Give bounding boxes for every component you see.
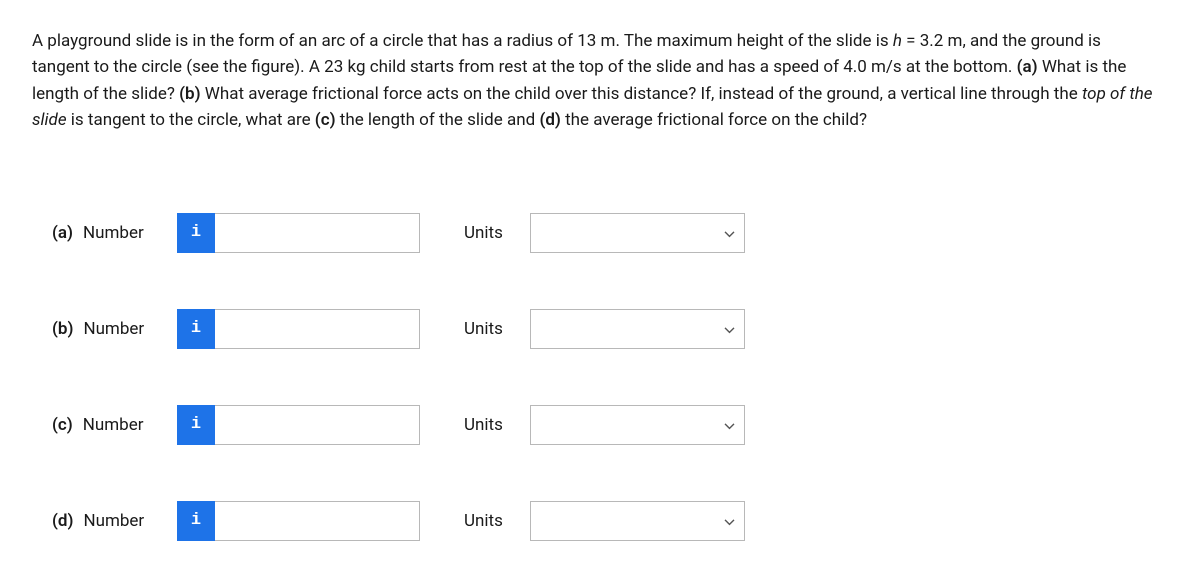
number-input-c[interactable] bbox=[215, 405, 420, 445]
answer-row-a: (a) Number i Units bbox=[52, 213, 1168, 253]
info-icon[interactable]: i bbox=[177, 213, 215, 253]
answer-row-d: (d) Number i Units bbox=[52, 501, 1168, 541]
part-letter: (d) bbox=[52, 511, 73, 531]
q-d-label: (d) bbox=[539, 110, 560, 130]
number-input-group-a: i bbox=[177, 213, 420, 253]
info-icon[interactable]: i bbox=[177, 501, 215, 541]
part-label-c: (c) Number bbox=[52, 412, 177, 438]
units-select-wrap-d bbox=[530, 501, 745, 541]
units-select-wrap-a bbox=[530, 213, 745, 253]
number-input-group-c: i bbox=[177, 405, 420, 445]
number-label: Number bbox=[83, 511, 144, 531]
question-text: A playground slide is in the form of an … bbox=[32, 28, 1162, 133]
number-input-a[interactable] bbox=[215, 213, 420, 253]
q-h-var: h bbox=[893, 31, 902, 51]
number-input-group-d: i bbox=[177, 501, 420, 541]
part-label-d: (d) Number bbox=[52, 508, 177, 534]
q-d-text: the average frictional force on the chil… bbox=[561, 110, 867, 130]
q-after-italic: is tangent to the circle, what are bbox=[67, 110, 315, 130]
answer-row-c: (c) Number i Units bbox=[52, 405, 1168, 445]
answer-row-b: (b) Number i Units bbox=[52, 309, 1168, 349]
units-select-a[interactable] bbox=[530, 213, 745, 253]
units-label: Units bbox=[464, 316, 506, 342]
info-icon[interactable]: i bbox=[177, 405, 215, 445]
q-a-label: (a) bbox=[1017, 57, 1038, 77]
number-label: Number bbox=[83, 319, 144, 339]
q-b-label: (b) bbox=[179, 84, 200, 104]
units-select-d[interactable] bbox=[530, 501, 745, 541]
number-input-group-b: i bbox=[177, 309, 420, 349]
part-label-b: (b) Number bbox=[52, 316, 177, 342]
number-input-b[interactable] bbox=[215, 309, 420, 349]
units-select-wrap-b bbox=[530, 309, 745, 349]
units-label: Units bbox=[464, 220, 506, 246]
part-letter: (a) bbox=[52, 223, 73, 243]
info-icon[interactable]: i bbox=[177, 309, 215, 349]
units-select-c[interactable] bbox=[530, 405, 745, 445]
number-label: Number bbox=[83, 415, 144, 435]
q-b-text: What average frictional force acts on th… bbox=[201, 84, 1082, 104]
units-label: Units bbox=[464, 412, 506, 438]
answer-rows: (a) Number i Units (b) Number i Units (c) N… bbox=[52, 213, 1168, 541]
number-label: Number bbox=[83, 223, 144, 243]
part-letter: (c) bbox=[52, 415, 73, 435]
units-select-wrap-c bbox=[530, 405, 745, 445]
part-label-a: (a) Number bbox=[52, 220, 177, 246]
q-prefix: A playground slide is in the form of an … bbox=[32, 31, 893, 51]
units-label: Units bbox=[464, 508, 506, 534]
part-letter: (b) bbox=[52, 319, 73, 339]
number-input-d[interactable] bbox=[215, 501, 420, 541]
units-select-b[interactable] bbox=[530, 309, 745, 349]
q-c-label: (c) bbox=[315, 110, 336, 130]
q-c-text: the length of the slide and bbox=[336, 110, 540, 130]
